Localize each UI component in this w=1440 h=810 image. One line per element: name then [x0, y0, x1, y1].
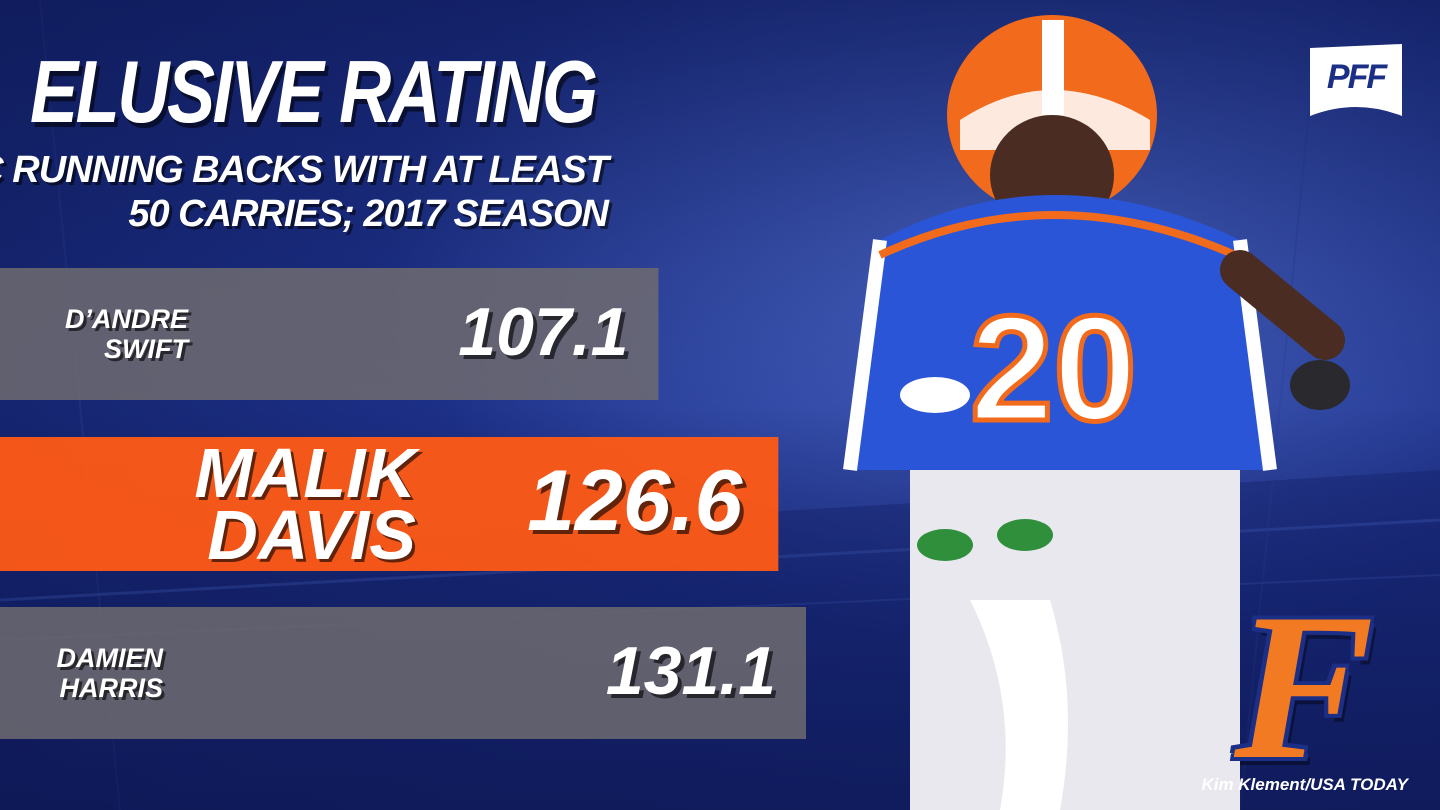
chart-title: ELUSIVE RATING: [30, 42, 598, 141]
bar-category-label-1-line-1: DAVIS: [207, 496, 416, 574]
bar-value-label-0: 107.1: [458, 294, 629, 371]
chart-subtitle: SEC RUNNING BACKS WITH AT LEAST 50 CARRI…: [0, 148, 609, 236]
pff-logo-icon: PFF: [1304, 38, 1408, 120]
bar-0: [0, 268, 659, 400]
bar-category-label-1-line-0: MALIK: [194, 434, 416, 512]
bar-value-label-2: 131.1: [605, 633, 776, 710]
subtitle-line-2: 50 CARRIES; 2017 SEASON: [128, 193, 609, 235]
bar-value-label-1: 126.6: [527, 453, 743, 550]
svg-text:20: 20: [970, 284, 1137, 452]
player-photo: 20: [843, 15, 1350, 810]
bar-category-label-2: DAMIEN HARRIS: [57, 643, 164, 703]
bar-2: [0, 607, 806, 739]
bar-chart: [0, 268, 806, 739]
bar-category-label-0-line-0: D’ANDRE: [64, 304, 188, 334]
bar-category-label-0: D’ANDRE SWIFT: [65, 304, 188, 364]
bar-category-label-2-line-1: HARRIS: [59, 673, 163, 703]
bar-category-label-1: MALIK DAVIS: [194, 434, 416, 574]
subtitle-line-1: SEC RUNNING BACKS WITH AT LEAST: [0, 149, 609, 191]
bar-category-label-0-line-1: SWIFT: [104, 334, 188, 364]
team-logo-icon: F: [1234, 571, 1375, 803]
photo-credit: Kim Klement/USA TODAY: [1201, 775, 1408, 794]
pff-logo-text: PFF: [1326, 58, 1387, 96]
bar-category-label-2-line-0: DAMIEN: [56, 643, 164, 673]
bar-1: [0, 437, 779, 571]
